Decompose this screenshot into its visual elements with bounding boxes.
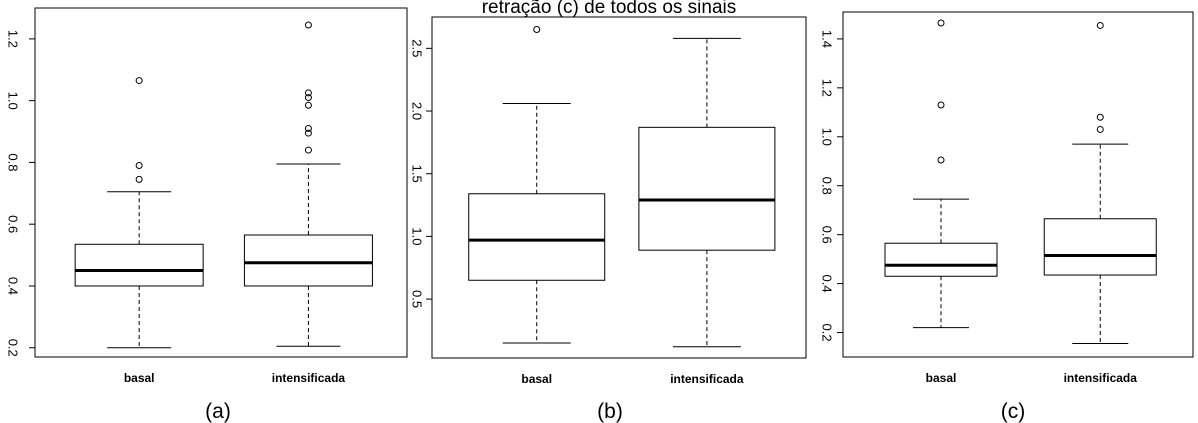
y-tick-label: 1.5 (410, 165, 425, 183)
plot-frame (34, 7, 408, 358)
x-category-label: intensificada (670, 372, 744, 386)
y-tick-label: 2.0 (410, 102, 425, 120)
boxplot-panel-1: 0.2 0.4 0.6 0.8 1.0 1.2 basal intensificada (a) (6, 7, 408, 423)
outlier-point (937, 156, 945, 164)
outlier-point (1096, 125, 1104, 133)
interquartile-box (243, 234, 373, 287)
box-intensificada (638, 37, 776, 348)
y-tick-label: 1.0 (410, 227, 425, 245)
panel-label: (b) (597, 400, 623, 423)
y-tick-label: 1.4 (820, 30, 835, 48)
panel-label: (c) (1001, 400, 1026, 423)
x-category-label: intensificada (1064, 371, 1138, 385)
outlier-point (1096, 21, 1104, 29)
boxplot-panel-2: 0.5 1.0 1.5 2.0 2.5 basal intensificada (b) (410, 16, 807, 423)
interquartile-box (74, 243, 204, 287)
y-tick-label: 0.6 (820, 226, 835, 244)
box-intensificada (1043, 21, 1157, 345)
y-tick-label: 1.2 (820, 79, 835, 97)
y-tick-label: 0.8 (820, 177, 835, 195)
outlier-point (533, 26, 541, 34)
x-category-label: basal (926, 371, 957, 385)
y-tick-label: 0.4 (6, 277, 21, 295)
x-category-label: intensificada (272, 371, 346, 385)
y-tick-label: 1.2 (6, 30, 21, 48)
outlier-point (937, 19, 945, 27)
outlier-point (937, 101, 945, 109)
outlier-point (135, 175, 143, 183)
outlier-point (304, 94, 312, 102)
y-tick-label: 0.2 (820, 323, 835, 341)
y-tick-label: 2.5 (410, 39, 425, 57)
x-category-label: basal (124, 371, 155, 385)
interquartile-box (638, 126, 776, 251)
outlier-point (1096, 113, 1104, 121)
outlier-point (135, 77, 143, 85)
outlier-point (304, 124, 312, 132)
outlier-point (304, 89, 312, 97)
box-intensificada (243, 21, 373, 347)
outlier-point (304, 129, 312, 137)
boxplot-panel-3: 0.2 0.4 0.6 0.8 1.0 1.2 1.4 basal intensificada (… (820, 11, 1194, 423)
outlier-point (304, 21, 312, 29)
plot-frame (842, 11, 1194, 358)
x-category-label: basal (521, 372, 552, 386)
box-basal (468, 26, 606, 344)
y-tick-label: 0.8 (6, 153, 21, 171)
outlier-point (304, 146, 312, 154)
y-tick-label: 1.0 (6, 92, 21, 110)
plot-frame (431, 16, 807, 359)
figure-title: retração (c) de todos os sinais (482, 0, 737, 18)
interquartile-box (468, 193, 606, 281)
interquartile-box (1043, 218, 1157, 276)
outlier-point (304, 101, 312, 109)
y-tick-label: 0.4 (820, 275, 835, 293)
interquartile-box (884, 242, 998, 277)
y-tick-label: 1.0 (820, 128, 835, 146)
box-basal (884, 19, 998, 329)
panel-label: (a) (205, 400, 231, 423)
y-tick-label: 0.6 (6, 215, 21, 233)
outlier-point (135, 162, 143, 170)
y-tick-label: 0.2 (6, 339, 21, 357)
y-tick-label: 0.5 (410, 290, 425, 308)
box-basal (74, 77, 204, 349)
